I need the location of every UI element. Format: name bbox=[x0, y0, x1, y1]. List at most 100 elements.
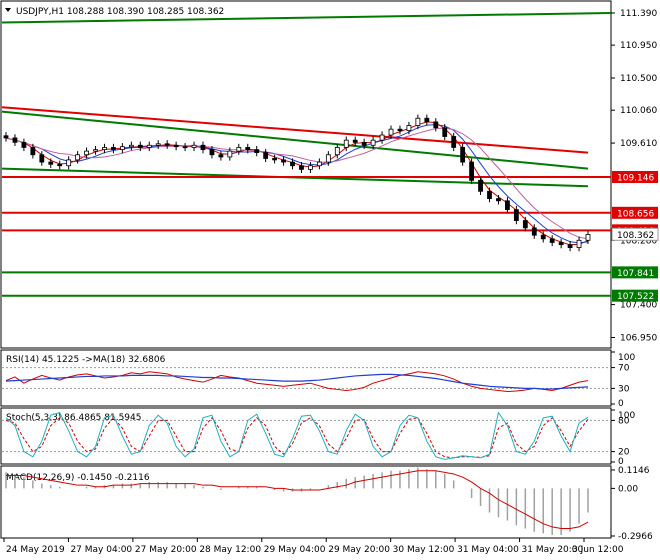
macd-tick-label: -0.2966 bbox=[618, 532, 653, 542]
ma-line bbox=[5, 124, 589, 244]
candle-body bbox=[254, 149, 260, 153]
time-tick-label: 29 May 04:00 bbox=[264, 545, 326, 555]
collapse-triangle-icon[interactable] bbox=[5, 8, 11, 12]
price-tick-label: 106.950 bbox=[620, 333, 657, 343]
time-tick-label: 30 May 12:00 bbox=[393, 545, 455, 555]
level-label-box bbox=[612, 170, 658, 183]
candle-body bbox=[84, 150, 89, 156]
macd-panel[interactable] bbox=[0, 465, 612, 539]
price-tick-label: 107.400 bbox=[620, 301, 657, 311]
candle-body bbox=[173, 144, 179, 148]
candle-body bbox=[513, 209, 519, 221]
current-price-box bbox=[611, 227, 659, 241]
candle-body bbox=[137, 144, 143, 148]
candle-body bbox=[155, 143, 161, 146]
level-label-box bbox=[612, 266, 658, 279]
ma-line bbox=[5, 127, 589, 240]
time-tick-label: 31 May 04:00 bbox=[457, 545, 519, 555]
candle-body bbox=[263, 152, 269, 159]
candle-body bbox=[57, 163, 63, 167]
candle-body bbox=[343, 139, 349, 148]
rsi-tick-label: 0 bbox=[618, 399, 624, 409]
candle-body bbox=[120, 146, 125, 151]
level-label: 107.522 bbox=[617, 292, 654, 302]
candle-body bbox=[558, 242, 564, 246]
stoch-panel[interactable] bbox=[0, 407, 612, 465]
candle-body bbox=[111, 147, 116, 151]
time-tick-label: 28 May 12:00 bbox=[199, 545, 261, 555]
candle-body bbox=[316, 161, 322, 167]
level-label: 109.146 bbox=[617, 173, 654, 183]
rsi-line bbox=[5, 371, 589, 393]
candle-body bbox=[549, 238, 555, 243]
candle-body bbox=[146, 144, 152, 148]
candle-body bbox=[460, 147, 466, 163]
candle-body bbox=[451, 136, 457, 148]
price-tick-label: 111.390 bbox=[620, 9, 657, 19]
candle-body bbox=[388, 128, 394, 136]
trend-line bbox=[1, 106, 589, 154]
candle-body bbox=[585, 234, 591, 241]
macd-tick-label: 0.1146 bbox=[618, 466, 650, 476]
candle-body bbox=[39, 154, 45, 163]
time-tick-label: 29 May 20:00 bbox=[328, 545, 390, 555]
candle-body bbox=[522, 220, 528, 229]
level-label-box bbox=[612, 206, 658, 219]
candle-body bbox=[361, 141, 367, 146]
candle-body bbox=[505, 200, 510, 210]
candle-body bbox=[209, 149, 215, 156]
price-axis: 111.390 110.950 110.500 110.060 109.610 108.2… bbox=[611, 9, 659, 343]
time-tick-label: 31 May 20:00 bbox=[522, 545, 584, 555]
trend-line bbox=[1, 11, 612, 24]
candle-body bbox=[442, 127, 448, 137]
stoch-main-line bbox=[5, 411, 589, 460]
time-axis: 24 May 2019 27 May 04:00 27 May 20:00 28 Ma… bbox=[3, 538, 624, 555]
macd-axis: 0.1146 0.00 -0.2966 bbox=[611, 466, 653, 542]
candle-body bbox=[576, 239, 582, 248]
chart-header: USDJPY,H1 108.288 108.390 108.285 108.36… bbox=[16, 7, 224, 17]
rsi-tick-label: 70 bbox=[618, 364, 630, 374]
candle-body bbox=[567, 244, 573, 248]
stoch-signal-line bbox=[5, 416, 589, 459]
candle-body bbox=[334, 147, 340, 156]
candle-body bbox=[128, 144, 134, 148]
rsi-title: RSI(14) 45.1225 ->MA(18) 32.6806 bbox=[6, 355, 166, 365]
time-tick-label: 27 May 04:00 bbox=[70, 545, 132, 555]
macd-signal-line bbox=[6, 470, 589, 530]
support-resistance-levels bbox=[2, 175, 611, 297]
candle-body bbox=[200, 144, 206, 151]
price-panel[interactable] bbox=[0, 0, 612, 349]
level-label: 108.656 bbox=[617, 209, 654, 219]
candle-body bbox=[3, 135, 9, 139]
candle-body bbox=[245, 147, 251, 151]
candle-body bbox=[218, 154, 224, 158]
candle-body bbox=[281, 159, 286, 163]
candlesticks bbox=[3, 114, 591, 252]
level-label-box bbox=[612, 289, 658, 302]
candle-body bbox=[469, 161, 475, 181]
stoch-title: Stoch(5,3,3) 86.4865 81.5945 bbox=[6, 413, 141, 423]
price-tick-label: 110.500 bbox=[620, 74, 657, 84]
candle-body bbox=[531, 227, 537, 236]
candle-body bbox=[352, 139, 358, 143]
candle-body bbox=[397, 128, 403, 132]
candle-body bbox=[415, 117, 421, 126]
current-price-label: 108.362 bbox=[617, 231, 654, 241]
rsi-tick-label: 30 bbox=[618, 384, 630, 394]
candle-body bbox=[299, 165, 304, 170]
candle-body bbox=[308, 165, 313, 170]
stoch-plot bbox=[2, 411, 611, 460]
time-tick-label: 27 May 20:00 bbox=[135, 545, 197, 555]
candle-body bbox=[272, 158, 278, 161]
candle-body bbox=[66, 159, 72, 167]
rsi-ma-line bbox=[5, 373, 589, 390]
candle-body bbox=[164, 143, 170, 146]
candle-body bbox=[290, 161, 295, 167]
candle-body bbox=[406, 125, 412, 132]
time-tick-label: 24 May 2019 bbox=[6, 545, 65, 555]
candle-body bbox=[325, 154, 331, 163]
candle-body bbox=[48, 161, 54, 165]
candle-body bbox=[182, 146, 188, 149]
